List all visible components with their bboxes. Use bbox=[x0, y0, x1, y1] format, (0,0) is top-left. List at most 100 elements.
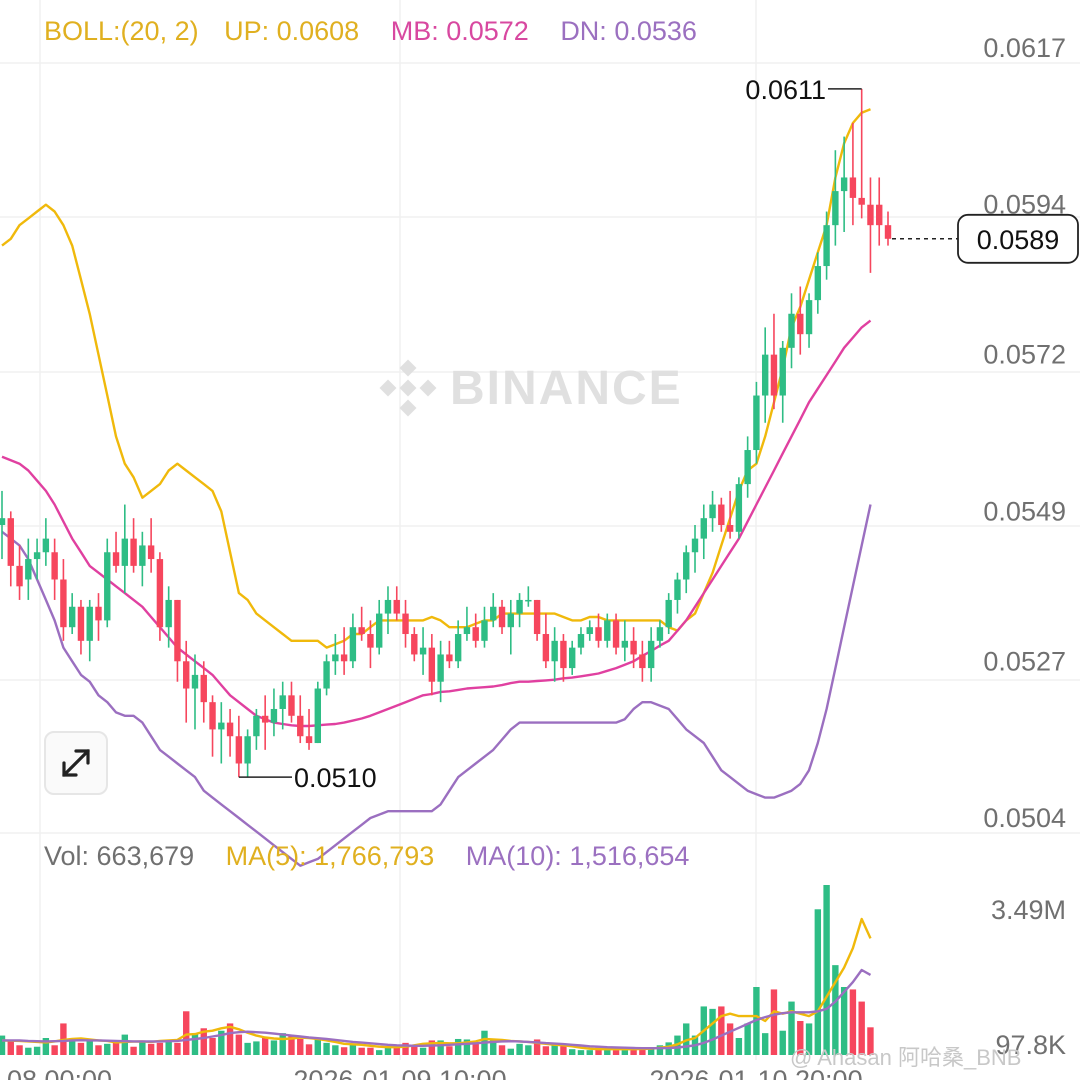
volume-bar bbox=[340, 1047, 348, 1055]
expand-chart-button[interactable] bbox=[44, 731, 108, 795]
volume-bar bbox=[95, 1045, 102, 1055]
volume-bar bbox=[33, 1046, 41, 1055]
candle bbox=[577, 627, 585, 655]
candle-body bbox=[498, 606, 506, 628]
candle bbox=[402, 599, 409, 648]
boll-label: BOLL:(20, 2) bbox=[44, 16, 199, 46]
candle-body bbox=[718, 504, 725, 525]
candle-body bbox=[270, 708, 278, 723]
candle-body bbox=[323, 661, 330, 689]
candle bbox=[788, 293, 795, 369]
candle bbox=[297, 695, 304, 744]
volume-bar bbox=[253, 1041, 260, 1055]
candle-body bbox=[358, 627, 365, 635]
candle-body bbox=[402, 613, 409, 635]
volume-bar bbox=[779, 1030, 786, 1055]
candle-body bbox=[516, 599, 523, 614]
price-tick-label: 0.0572 bbox=[983, 340, 1066, 370]
volume-bar bbox=[726, 1023, 734, 1055]
candle bbox=[174, 599, 181, 682]
candle-body bbox=[805, 300, 813, 335]
volume-bar bbox=[551, 1045, 558, 1055]
candle bbox=[200, 661, 207, 723]
candle-body bbox=[788, 313, 795, 348]
time-tick-label: 2026-01-09 10:00 bbox=[293, 1065, 506, 1080]
volume-bar bbox=[814, 909, 822, 1055]
candle-body bbox=[840, 177, 848, 192]
expand-arrows-icon bbox=[62, 749, 90, 777]
candle bbox=[156, 552, 164, 641]
volume-bar bbox=[25, 1047, 32, 1055]
candle bbox=[33, 538, 41, 580]
candle-body bbox=[595, 627, 602, 641]
candle bbox=[744, 436, 751, 498]
volume-bar bbox=[867, 1027, 874, 1055]
volume-bar bbox=[735, 1038, 743, 1055]
candle-body bbox=[823, 225, 830, 267]
volume-bar bbox=[130, 1046, 137, 1055]
candle bbox=[481, 606, 488, 648]
volume-bar bbox=[463, 1039, 471, 1055]
candle-body bbox=[577, 634, 585, 648]
candle-body bbox=[33, 552, 41, 560]
candle bbox=[419, 627, 427, 675]
candle-body bbox=[753, 395, 760, 451]
candle-body bbox=[147, 545, 155, 560]
volume-bar bbox=[77, 1042, 85, 1055]
volume-bar bbox=[718, 1006, 725, 1055]
candle bbox=[147, 518, 155, 573]
candle bbox=[51, 538, 58, 600]
volume-bar bbox=[595, 1047, 602, 1055]
candle-body bbox=[340, 654, 348, 662]
candle bbox=[560, 634, 567, 682]
candle-body bbox=[744, 450, 751, 485]
candle bbox=[42, 518, 50, 566]
candle-body bbox=[779, 347, 786, 396]
candle-body bbox=[183, 661, 190, 689]
candle-body bbox=[761, 354, 769, 396]
candle bbox=[270, 688, 278, 737]
volume-bar bbox=[446, 1046, 453, 1055]
candle bbox=[340, 627, 348, 675]
candle bbox=[840, 136, 848, 232]
candles bbox=[0, 88, 892, 778]
candle bbox=[639, 640, 646, 682]
candle-body bbox=[533, 599, 541, 635]
time-tick-label: 01-08 00:00 bbox=[0, 1065, 112, 1080]
volume-bar bbox=[490, 1040, 497, 1055]
candle-body bbox=[665, 599, 672, 628]
candle bbox=[867, 177, 874, 273]
candle bbox=[393, 586, 400, 621]
candle-body bbox=[156, 559, 164, 628]
candle-body bbox=[139, 545, 146, 566]
candle-body bbox=[858, 197, 865, 205]
volume-bar bbox=[621, 1050, 629, 1055]
candle bbox=[60, 559, 67, 641]
candle bbox=[683, 545, 690, 594]
volume-bar bbox=[823, 885, 830, 1055]
candle-body bbox=[314, 688, 322, 744]
candle-body bbox=[814, 266, 822, 301]
candle-body bbox=[411, 634, 418, 655]
candle-body bbox=[332, 654, 339, 662]
candle-body bbox=[42, 538, 50, 553]
volume-bar bbox=[454, 1038, 462, 1055]
volume-bar bbox=[0, 1035, 6, 1055]
volume-axis: 3.49M 97.8K bbox=[991, 895, 1066, 1060]
candle bbox=[586, 620, 593, 641]
candle bbox=[770, 313, 778, 410]
volume-bar bbox=[288, 1035, 295, 1055]
volume-bar bbox=[542, 1046, 550, 1055]
candle-body bbox=[218, 722, 225, 730]
candle-body bbox=[437, 654, 444, 682]
binance-watermark: BINANCE bbox=[378, 358, 683, 418]
volume-bars bbox=[0, 885, 874, 1055]
candle bbox=[121, 504, 129, 594]
candle bbox=[130, 518, 137, 573]
volume-bar bbox=[270, 1040, 278, 1055]
candle bbox=[95, 593, 102, 641]
volume-bar bbox=[604, 1048, 611, 1055]
candle-body bbox=[165, 599, 172, 628]
candle bbox=[68, 593, 76, 635]
